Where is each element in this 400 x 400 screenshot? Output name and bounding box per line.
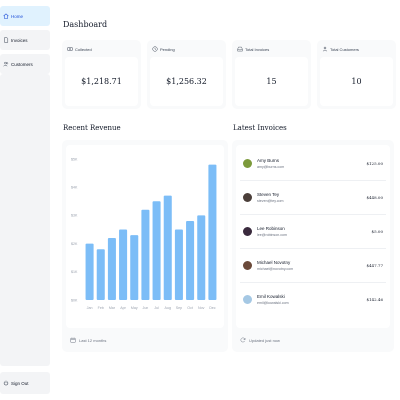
revenue-bar-oct [186,221,195,300]
avatar [243,227,252,236]
invoice-row[interactable]: Steven Tey steven@tey.com $448.00 [240,182,386,215]
sidebar-spacer [0,74,50,366]
card-pending: Pending $1,256.32 [147,40,226,109]
x-tick-label: Apr [120,306,126,310]
home-icon [3,13,9,19]
avatar [243,295,252,304]
page-title: Dashboard [63,20,108,29]
x-tick-label: Jul [154,306,159,310]
invoice-customer-name: Emil Kowalski [257,294,285,299]
x-tick-label: Aug [165,306,171,310]
revenue-footer-label: Last 12 months [79,337,107,343]
revenue-bar-may [130,235,139,300]
refresh-icon [240,337,246,343]
invoices-title: Latest Invoices [233,124,287,132]
x-tick-label: Jun [143,306,149,310]
clock-icon [152,46,158,52]
revenue-footer: Last 12 months [70,337,106,343]
card-total-customers: Total Customers 10 [317,40,396,109]
revenue-chart: $5K $4K $3K $2K $1K $0K Jan Feb Mar Apr May Jun Jul A… [71,157,217,310]
sidebar-item-label: Invoices [11,37,28,43]
card-value: 10 [320,57,393,106]
sidebar-item-label: Home [11,13,24,19]
revenue-chart-container: $5K $4K $3K $2K $1K $0K Jan Feb Mar Apr May Jun Jul A… [66,145,224,328]
user-group-icon [322,46,328,52]
revenue-bar-nov [197,215,206,300]
invoices-list: Amy Burns amy@burns.com $125.00 Steven T… [236,145,390,328]
invoice-row[interactable]: Lee Robinson lee@robinson.com $5.00 [240,216,386,249]
invoice-customer-name: Lee Robinson [257,226,285,231]
invoice-row[interactable]: Michael Novotny michael@novotny.com $447… [240,250,386,283]
invoice-customer-email: steven@tey.com [257,199,284,203]
avatar [243,261,252,270]
revenue-bar-jan [85,243,94,300]
x-tick-label: Feb [98,306,104,310]
y-tick-label: $3K [71,214,78,218]
sidebar-item-label: Customers [11,61,33,67]
power-icon [3,380,9,386]
invoice-customer-name: Michael Novotny [257,260,291,265]
sign-out-button[interactable]: Sign Out [0,372,50,394]
card-total-invoices: Total Invoices 15 [232,40,311,109]
y-tick-label: $4K [71,186,78,190]
x-tick-label: Jan [87,306,93,310]
document-icon [4,37,9,43]
card-title: Pending [160,46,175,52]
revenue-bar-aug [163,195,172,300]
card-title: Total Invoices [245,46,270,52]
invoice-amount: $5.00 [371,229,383,234]
card-value: 15 [235,57,308,106]
x-tick-label: Mar [109,306,116,310]
revenue-bar-jun [141,209,150,300]
x-tick-label: Dec [209,306,216,310]
revenue-bar-dec [208,164,217,300]
users-icon [3,61,9,67]
invoice-amount: $125.00 [366,161,383,166]
revenue-bar-feb [96,249,105,300]
x-tick-label: Sep [176,306,182,310]
x-tick-label: Nov [198,306,205,310]
invoice-amount: $448.00 [366,195,383,200]
revenue-title: Recent Revenue [63,124,121,132]
sidebar-item-home[interactable]: Home [0,6,50,26]
card-title: Total Customers [330,46,359,52]
invoices-panel: Amy Burns amy@burns.com $125.00 Steven T… [232,140,394,352]
revenue-bar-sep [174,229,183,300]
invoice-row[interactable]: Emil Kowalski emil@kowalski.com $142.46 [240,284,386,317]
invoices-footer-label: Updated just now [249,337,280,343]
sidebar: Home Invoices Customers Sign Out [0,0,52,400]
invoice-customer-email: michael@novotny.com [257,267,294,271]
banknotes-icon [67,47,73,51]
revenue-panel: $5K $4K $3K $2K $1K $0K Jan Feb Mar Apr May Jun Jul A… [62,140,228,352]
calendar-icon [70,337,76,343]
card-value: $1,218.71 [65,57,138,106]
invoice-amount: $142.46 [366,297,383,302]
sign-out-label: Sign Out [11,380,29,386]
invoices-footer: Updated just now [240,337,280,343]
revenue-bar-apr [119,229,128,300]
invoice-amount: $447.77 [366,263,383,268]
avatar [243,193,252,202]
y-tick-label: $1K [71,270,78,274]
y-tick-label: $5K [71,157,78,161]
x-tick-label: Oct [187,306,193,310]
inbox-icon [237,46,243,52]
card-title: Collected [75,46,92,52]
x-tick-label: May [131,306,138,310]
invoice-customer-name: Amy Burns [257,158,280,163]
card-value: $1,256.32 [150,57,223,106]
y-tick-label: $2K [71,242,78,246]
revenue-bar-mar [107,237,116,300]
invoice-customer-email: emil@kowalski.com [257,301,289,305]
y-tick-label: $0K [71,298,78,302]
invoice-customer-email: lee@robinson.com [257,233,288,237]
sidebar-item-customers[interactable]: Customers [0,54,50,74]
invoice-row[interactable]: Amy Burns amy@burns.com $125.00 [240,148,386,181]
sidebar-item-invoices[interactable]: Invoices [0,30,50,50]
invoice-customer-name: Steven Tey [257,192,280,197]
avatar [243,159,252,168]
invoice-customer-email: amy@burns.com [257,165,285,169]
revenue-bar-jul [152,201,161,300]
card-collected: Collected $1,218.71 [62,40,141,109]
